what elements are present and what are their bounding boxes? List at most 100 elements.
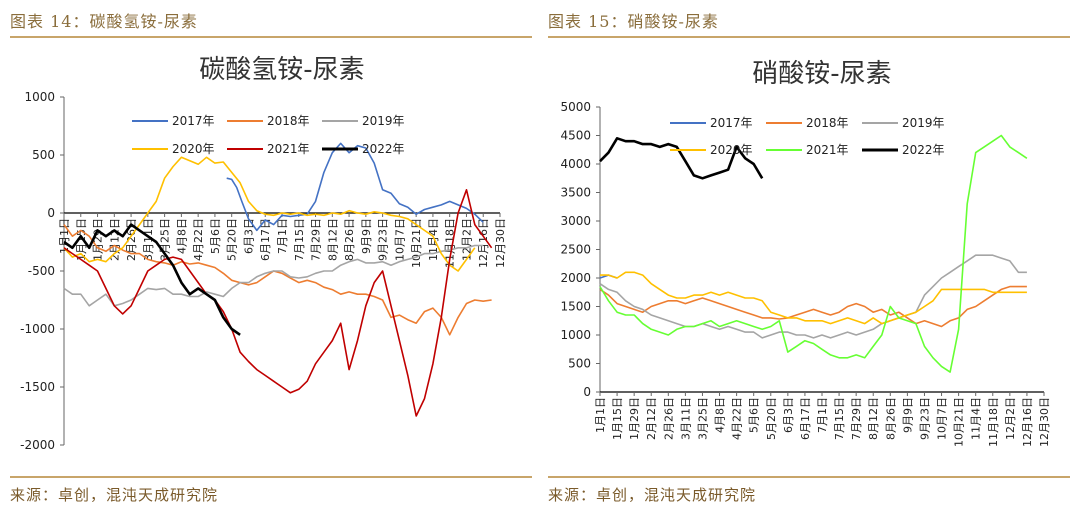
chart-1-y-tick-label-7: 1500 <box>560 300 591 314</box>
chart-0-x-tick-label-23: 11月18日 <box>444 218 457 268</box>
chart-1-x-tick-label-11: 6月3日 <box>782 397 795 433</box>
chart-1-x-tick-label-1: 1月15日 <box>611 397 624 440</box>
chart-0-x-tick-label-12: 6月17日 <box>259 218 272 261</box>
chart-0-x-tick-label-24: 12月2日 <box>460 218 473 261</box>
chart-0-series-line-2018年 <box>63 224 492 336</box>
chart-0-legend-label-2: 2019年 <box>362 114 405 128</box>
chart-0-x-tick-label-17: 8月26日 <box>343 218 356 261</box>
chart-1-legend-label-3: 2020年 <box>710 143 753 157</box>
chart-1-y-tick-label-10: 0 <box>583 385 591 399</box>
chart-1-legend-label-4: 2021年 <box>806 143 849 157</box>
chart-1-y-tick-label-6: 2000 <box>560 271 591 285</box>
chart-1-title: 硝酸铵-尿素 <box>752 59 891 89</box>
chart-0-y-tick-label-6: -2000 <box>20 438 55 452</box>
chart-1-x-tick-label-26: 12月30日 <box>1038 397 1051 447</box>
chart-1-x-tick-label-10: 5月20日 <box>765 397 778 440</box>
chart-0-series-line-2020年 <box>63 156 476 272</box>
chart-0-x-tick-label-19: 9月23日 <box>377 218 390 261</box>
chart-1-x-tick-label-12: 6月17日 <box>799 397 812 440</box>
chart-1-x-tick-label-14: 7月15日 <box>833 397 846 440</box>
chart-0-y-tick-label-2: 0 <box>47 206 55 220</box>
chart-1-legend-label-2: 2019年 <box>902 116 945 130</box>
chart-0-x-tick-label-22: 11月4日 <box>427 218 440 261</box>
chart-1-legend-label-1: 2018年 <box>806 116 849 130</box>
chart-0-series-line-2019年 <box>63 244 484 307</box>
chart-1-x-tick-label-8: 4月22日 <box>731 397 744 440</box>
chart-0-y-tick-label-4: -1000 <box>20 322 55 336</box>
chart-0-series-line-2021年 <box>63 189 493 417</box>
chart-0-x-tick-label-13: 7月1日 <box>276 218 289 254</box>
chart-1-x-tick-label-13: 7月1日 <box>816 397 829 433</box>
chart-1-x-tick-label-17: 8月26日 <box>884 397 897 440</box>
chart-0-series-line-2022年 <box>63 223 241 336</box>
chart-1-x-tick-label-20: 10月7日 <box>936 397 949 440</box>
chart-0-y-tick-label-0: 1000 <box>24 90 55 104</box>
right-figure-caption: 图表 15：硝酸铵-尿素 <box>548 12 719 31</box>
chart-1-x-tick-label-22: 11月4日 <box>970 397 983 440</box>
left-bottom-rule <box>10 476 532 478</box>
chart-0-x-tick-label-5: 3月11日 <box>142 218 155 261</box>
chart-0-x-tick-label-7: 4月8日 <box>175 218 188 254</box>
chart-1-y-tick-label-4: 3000 <box>560 214 591 228</box>
chart-0-x-tick-label-8: 4月22日 <box>192 218 205 261</box>
chart-1-x-tick-label-0: 1月1日 <box>594 397 607 433</box>
chart-1-x-tick-label-3: 2月12日 <box>645 397 658 440</box>
chart-0-x-tick-label-2: 1月29日 <box>92 218 105 261</box>
chart-0-x-tick-label-20: 10月7日 <box>393 218 406 261</box>
chart-0-legend-label-4: 2021年 <box>267 142 310 156</box>
chart-1-x-tick-label-25: 12月16日 <box>1021 397 1034 447</box>
chart-1-x-tick-label-2: 1月29日 <box>628 397 641 440</box>
left-top-rule <box>10 36 532 38</box>
chart-0-x-tick-label-1: 1月15日 <box>75 218 88 261</box>
chart-0-x-tick-label-10: 5月20日 <box>226 218 239 261</box>
chart-1-x-tick-label-7: 4月8日 <box>714 397 727 433</box>
chart-1-x-tick-label-4: 2月26日 <box>662 397 675 440</box>
chart-1-series-line-2022年 <box>599 137 764 180</box>
chart-0-legend-label-1: 2018年 <box>267 114 310 128</box>
chart-1-y-tick-label-5: 2500 <box>560 243 591 257</box>
chart-0-y-tick-label-1: 500 <box>32 148 55 162</box>
chart-1-y-tick-label-0: 5000 <box>560 100 591 114</box>
chart-1-x-tick-label-18: 9月9日 <box>901 397 914 433</box>
chart-1-x-tick-label-6: 3月25日 <box>696 397 709 440</box>
chart-1-x-tick-label-15: 7月29日 <box>850 397 863 440</box>
chart-1-series-line-2019年 <box>599 254 1027 339</box>
chart-1-y-tick-label-9: 500 <box>568 357 591 371</box>
chart-1-y-tick-label-1: 4500 <box>560 129 591 143</box>
chart-1-x-tick-label-24: 12月2日 <box>1004 397 1017 440</box>
chart-1-y-tick-label-3: 3500 <box>560 186 591 200</box>
chart-0-x-tick-label-18: 9月9日 <box>360 218 373 254</box>
chart-1-series-line-2018年 <box>599 285 1027 328</box>
chart-0-legend-label-0: 2017年 <box>172 114 215 128</box>
chart-1-y-tick-label-8: 1000 <box>560 328 591 342</box>
chart-0-y-tick-label-5: -1500 <box>20 380 55 394</box>
right-source: 来源：卓创，混沌天成研究院 <box>548 486 757 504</box>
right-bottom-rule <box>548 476 1070 478</box>
chart-0-x-tick-label-14: 7月15日 <box>293 218 306 261</box>
chart-1-x-tick-label-9: 5月6日 <box>748 397 761 433</box>
chart-0-y-tick-label-3: -500 <box>28 264 55 278</box>
right-top-rule <box>548 36 1070 38</box>
chart-1-series-line-2021年 <box>599 134 1028 373</box>
chart-0-x-tick-label-9: 5月6日 <box>209 218 222 254</box>
chart-0-legend-label-5: 2022年 <box>362 142 405 156</box>
chart-1-legend-label-5: 2022年 <box>902 143 945 157</box>
chart-0-x-tick-label-25: 12月16日 <box>477 218 490 268</box>
chart-0-title: 碳酸氢铵-尿素 <box>199 55 364 85</box>
left-source: 来源：卓创，混沌天成研究院 <box>10 486 219 504</box>
left-figure-caption: 图表 14：碳酸氢铵-尿素 <box>10 12 198 31</box>
chart-0-x-tick-label-26: 12月30日 <box>494 218 507 268</box>
chart-1-x-tick-label-5: 3月11日 <box>679 397 692 440</box>
chart-0-legend-label-3: 2020年 <box>172 142 215 156</box>
chart-0-x-tick-label-15: 7月29日 <box>310 218 323 261</box>
chart-1-x-tick-label-19: 9月23日 <box>918 397 931 440</box>
chart-1-x-tick-label-23: 11月18日 <box>987 397 1000 447</box>
chart-1-legend-label-0: 2017年 <box>710 116 753 130</box>
chart-0-x-tick-label-16: 8月12日 <box>326 218 339 261</box>
chart-1-series-line-2020年 <box>600 271 1027 325</box>
chart-1-x-tick-label-16: 8月12日 <box>867 397 880 440</box>
chart-0-series-line-2017年 <box>226 142 484 232</box>
chart-1-x-tick-label-21: 10月21日 <box>953 397 966 447</box>
